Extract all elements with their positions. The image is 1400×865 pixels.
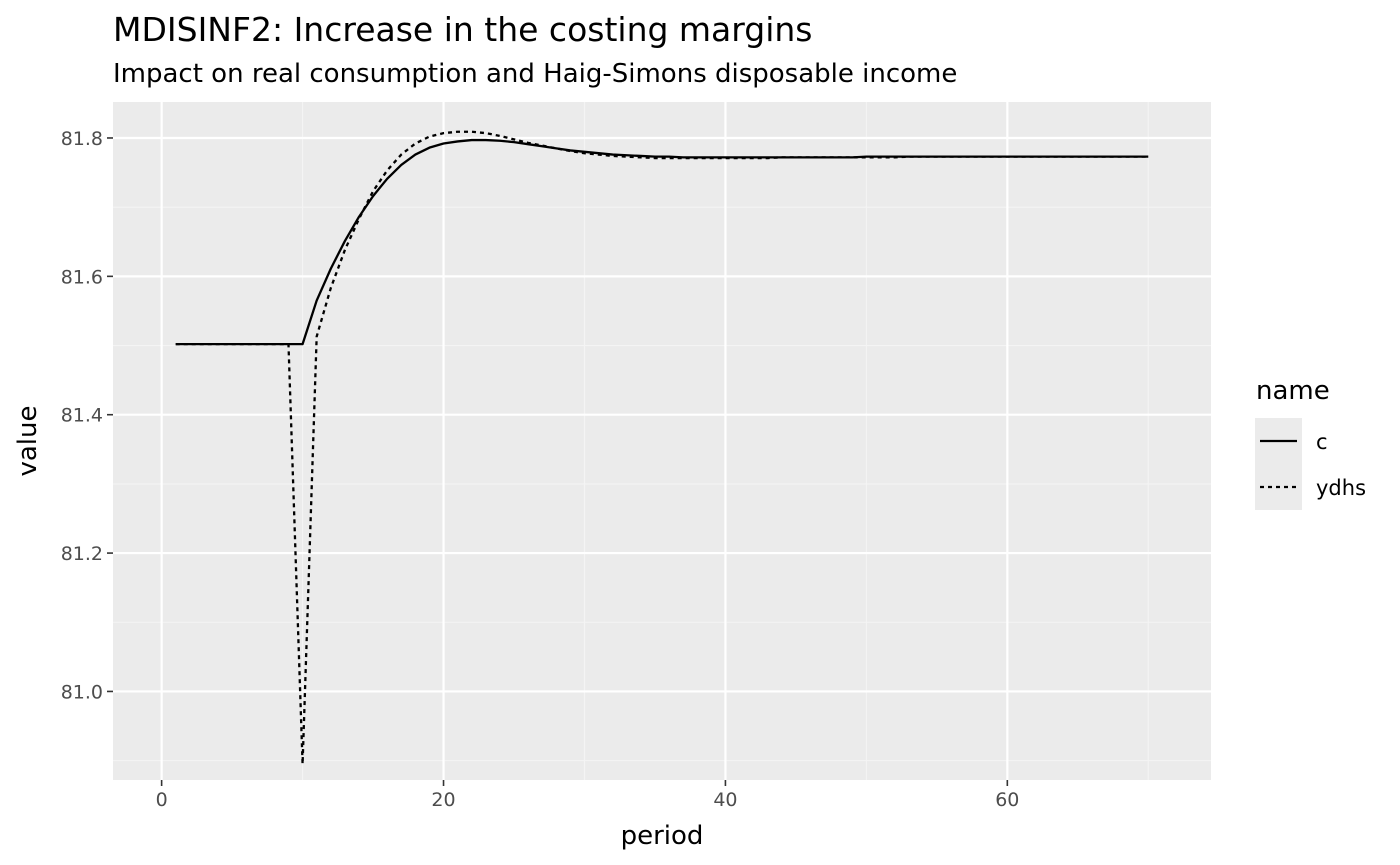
- chart-subtitle: Impact on real consumption and Haig-Simo…: [113, 59, 957, 89]
- y-tick-label: 81.6: [61, 266, 103, 288]
- y-tick-label: 81.2: [61, 543, 103, 565]
- legend-keys: c ydhs: [1255, 418, 1366, 510]
- series-line-c: [175, 138, 1149, 346]
- legend: name c ydhs: [1255, 376, 1366, 510]
- x-axis-title: period: [621, 821, 704, 851]
- grid-major: [113, 102, 1211, 780]
- series-line-ydhs: [175, 130, 1149, 766]
- legend-label-ydhs: ydhs: [1316, 476, 1366, 500]
- grid-minor: [113, 102, 1211, 780]
- x-tick-label: 20: [431, 789, 455, 811]
- y-tick-label: 81.8: [61, 128, 103, 150]
- x-axis: 0 20 40 60: [156, 780, 1019, 811]
- plot-panel: [113, 102, 1211, 780]
- y-tick-label: 81.0: [61, 681, 103, 703]
- x-tick-label: 60: [995, 789, 1019, 811]
- legend-label-c: c: [1316, 430, 1328, 454]
- x-tick-label: 40: [713, 789, 737, 811]
- series-lines: [175, 130, 1149, 766]
- legend-title: name: [1256, 376, 1330, 406]
- chart-title: MDISINF2: Increase in the costing margin…: [113, 10, 813, 49]
- y-axis: 81.0 81.2 81.4 81.6 81.8: [61, 128, 113, 703]
- x-tick-label: 0: [156, 789, 168, 811]
- y-axis-title: value: [13, 405, 43, 476]
- y-tick-label: 81.4: [61, 405, 103, 427]
